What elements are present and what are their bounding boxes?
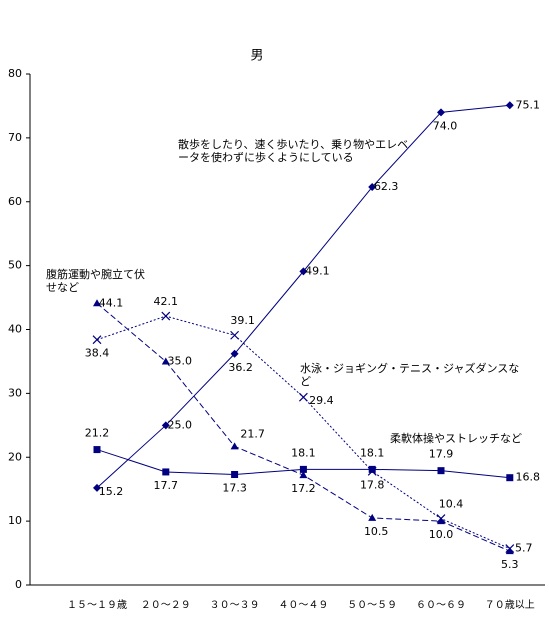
value-label: 75.1 [516,98,541,111]
value-label: 38.4 [85,347,110,360]
y-tick-label: 30 [8,386,22,399]
chart-title: 男 [250,49,263,64]
value-label: 15.2 [99,485,124,498]
x-tick-label: ７０歳以上 [485,599,535,611]
x-tick-label: ３０～３９ [210,600,260,611]
marker [436,514,446,523]
marker [230,442,239,450]
y-tick-label: 10 [8,514,22,527]
value-label: 62.3 [374,180,399,193]
value-label: 10.4 [439,498,464,511]
value-label: 17.9 [429,448,454,461]
value-label: 42.1 [154,295,179,308]
value-label: 17.2 [291,482,316,495]
value-label: 17.8 [360,478,385,491]
marker [368,183,377,192]
marker [92,335,102,345]
value-label: 49.1 [305,264,330,277]
value-label: 18.1 [291,446,316,459]
series-name: 散歩をしたり、速く歩いたり、乗り物やエレベータを使わずに歩くようにしている [178,138,409,164]
marker [368,465,376,473]
value-label: 17.7 [154,479,179,492]
value-label: 10.5 [364,525,389,538]
marker [230,349,239,358]
marker [368,513,377,521]
series-name: 腹筋運動や腕立て伏せなど [46,268,145,294]
marker [506,474,514,482]
y-tick-label: 50 [8,259,22,272]
value-label: 36.2 [228,361,253,374]
marker [161,311,171,321]
value-label: 25.0 [168,418,193,431]
x-tick-label: ２０～２９ [141,600,191,611]
series-name: 水泳・ジョギング・テニス・ジャズダンスなど [300,362,520,388]
value-label: 16.8 [516,471,541,484]
marker [437,467,445,475]
y-tick-label: 60 [8,195,22,208]
marker [161,357,170,365]
value-label: 21.2 [85,427,110,440]
y-tick-label: 40 [8,323,22,336]
x-tick-label: ６０～６９ [416,600,466,611]
series-name: 水泳・ジョギング・テニス・ジャズダンスなど [300,362,520,388]
marker [437,517,445,525]
marker [298,392,308,402]
marker [505,547,514,555]
value-label: 17.3 [222,481,247,494]
value-label: 5.3 [501,558,519,571]
value-label: 39.1 [230,314,255,327]
value-label: 18.1 [360,446,385,459]
series-name: 腹筋運動や腕立て伏せなど [46,268,145,294]
value-label: 5.7 [515,542,533,555]
y-tick-label: 0 [15,578,22,591]
marker [505,101,514,110]
marker [505,544,515,554]
x-tick-label: ５０～５９ [347,600,397,611]
marker [437,108,445,117]
marker [161,421,170,430]
value-label: 10.0 [429,528,454,541]
marker [93,446,101,454]
value-label: 35.0 [168,354,193,367]
value-label: 29.4 [309,394,334,407]
series-line [96,302,510,552]
marker [231,470,239,478]
marker [299,465,307,473]
x-tick-label: ４０～４９ [278,600,328,611]
series-name: 柔軟体操やストレッチなど [390,432,522,445]
value-label: 44.1 [99,296,124,309]
y-tick-label: 20 [8,450,22,463]
y-tick-label: 70 [8,131,22,144]
series-name: 散歩をしたり、速く歩いたり、乗り物やエレベータを使わずに歩くようにしている [178,138,409,164]
marker [299,471,308,479]
x-tick-label: １５～１９歳 [67,599,127,611]
y-tick-label: 80 [8,67,22,80]
marker [93,483,101,492]
series-name: 柔軟体操やストレッチなど [390,432,522,445]
value-label: 21.7 [240,427,265,440]
value-label: 74.0 [433,119,458,132]
marker [93,299,101,307]
marker [230,330,240,340]
marker [299,267,308,276]
marker [162,468,170,476]
